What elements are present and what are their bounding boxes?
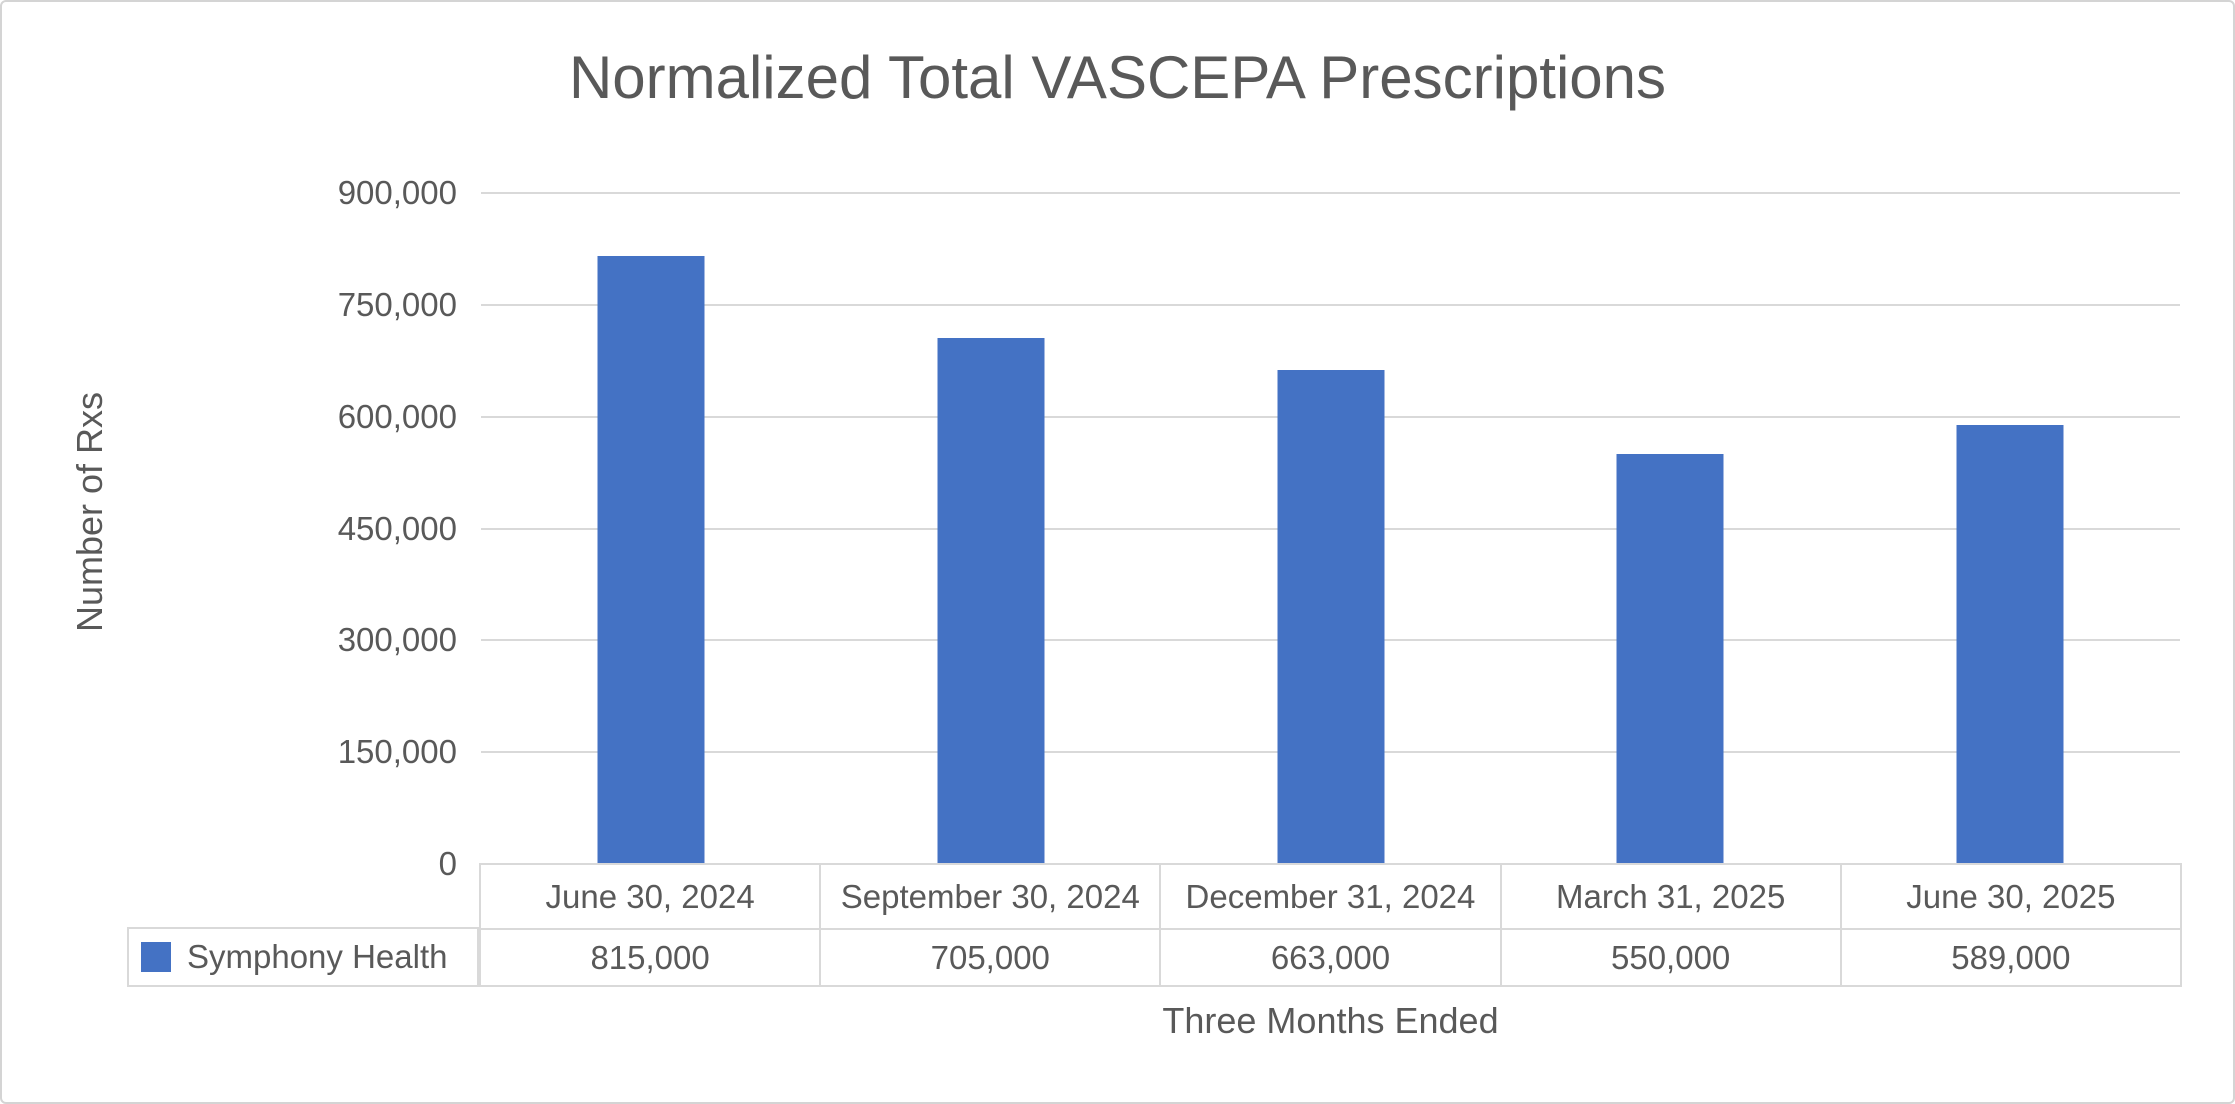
plot-area bbox=[481, 192, 2180, 864]
category-cell-1: June 30, 2024 bbox=[478, 863, 822, 930]
chart-title: Normalized Total VASCEPA Prescriptions bbox=[568, 44, 1667, 111]
gridline-750000 bbox=[481, 303, 2180, 306]
category-cell-5: June 30, 2025 bbox=[1839, 863, 2183, 930]
y-tick-label-750000: 750,000 bbox=[337, 285, 457, 323]
category-cell-4: March 31, 2025 bbox=[1499, 863, 1842, 930]
value-cell-3: 663,000 bbox=[1159, 928, 1502, 987]
y-tick-label-450000: 450,000 bbox=[337, 509, 457, 547]
y-tick-label-300000: 300,000 bbox=[337, 621, 457, 659]
value-cell-2: 705,000 bbox=[819, 928, 1162, 987]
value-cell-1: 815,000 bbox=[478, 928, 822, 987]
value-cell-4: 550,000 bbox=[1499, 928, 1842, 987]
bar-1 bbox=[597, 256, 705, 864]
legend-series-label: Symphony Health bbox=[187, 938, 448, 975]
gridline-900000 bbox=[481, 192, 2180, 194]
y-tick-label-600000: 600,000 bbox=[337, 397, 457, 435]
category-cell-2: September 30, 2024 bbox=[819, 863, 1162, 930]
value-cell-5: 589,000 bbox=[1839, 928, 2183, 987]
y-tick-label-0: 0 bbox=[438, 845, 457, 882]
bar-3 bbox=[1277, 369, 1384, 864]
legend-color-swatch-icon bbox=[141, 942, 171, 972]
data-table: June 30, 2024 September 30, 2024 December … bbox=[478, 863, 2183, 987]
bar-5 bbox=[1956, 424, 2064, 864]
bar-4 bbox=[1616, 453, 1724, 864]
bar-2 bbox=[937, 338, 1045, 864]
legend: Symphony Health bbox=[127, 927, 479, 987]
y-axis-tick-labels: 0 150,000 300,000 450,000 600,000 750,000 900,… bbox=[2, 2, 457, 1102]
data-table-grid: June 30, 2024 September 30, 2024 December … bbox=[478, 863, 2183, 987]
x-axis-title: Three Months Ended bbox=[1162, 1000, 1499, 1041]
y-tick-label-150000: 150,000 bbox=[337, 733, 457, 771]
category-cell-3: December 31, 2024 bbox=[1159, 863, 1502, 930]
y-tick-label-900000: 900,000 bbox=[337, 174, 457, 211]
